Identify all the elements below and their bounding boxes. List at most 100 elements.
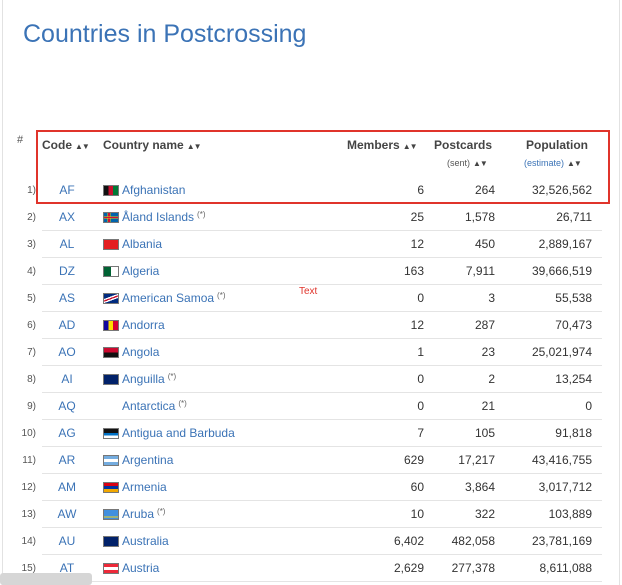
members-count: 60 <box>410 480 424 494</box>
country-name: Aruba <box>122 507 155 521</box>
country-code-link[interactable]: AI <box>61 372 73 386</box>
row-index: 14) <box>21 536 36 547</box>
table-row: 14) AU Australia 6,402 482,058 23,781,169 <box>0 528 622 555</box>
country-name: Afghanistan <box>122 183 186 197</box>
flag-icon <box>103 185 119 196</box>
members-count: 1 <box>417 345 424 359</box>
country-name-link[interactable]: Afghanistan <box>122 183 185 197</box>
row-divider <box>42 284 602 285</box>
row-divider <box>42 527 602 528</box>
postcards-count: 482,058 <box>451 534 495 548</box>
population-estimate-link[interactable]: (estimate) <box>524 158 565 168</box>
population-value: 2,889,167 <box>538 237 592 251</box>
header-country-label: Country name <box>103 138 184 152</box>
table-row: 2) AX Åland Islands (*) 25 1,578 26,711 <box>0 204 622 231</box>
country-name-link[interactable]: Argentina <box>122 453 173 467</box>
table-row: 10) AG Antigua and Barbuda 7 105 91,818 <box>0 420 622 447</box>
table-row: 8) AI Anguilla (*) 0 2 13,254 <box>0 366 622 393</box>
sort-arrows-icon[interactable]: ▲▼ <box>75 142 90 151</box>
country-name: Armenia <box>122 480 167 494</box>
header-postcards-label: Postcards <box>434 138 493 152</box>
country-name-link[interactable]: Anguilla (*) <box>122 372 176 386</box>
row-divider <box>42 554 602 555</box>
sort-arrows-icon[interactable]: ▲▼ <box>186 142 202 151</box>
members-count: 0 <box>417 372 424 386</box>
table-row: 5) AS American Samoa (*) 0 3 55,538 <box>0 285 622 312</box>
country-code-link[interactable]: AT <box>59 561 75 575</box>
sort-arrows-icon[interactable]: ▲▼ <box>567 159 582 168</box>
frame-border-left <box>2 0 3 585</box>
sort-arrows-icon[interactable]: ▲▼ <box>473 159 488 168</box>
country-name-link[interactable]: Austria <box>122 561 159 575</box>
country-code-link[interactable]: AS <box>58 291 75 305</box>
postcards-count: 7,911 <box>465 264 495 278</box>
flag-icon <box>103 563 119 574</box>
index-column-header: # <box>17 134 24 146</box>
postcards-count: 277,378 <box>451 561 495 575</box>
header-country-name[interactable]: Country name ▲▼ <box>103 138 202 152</box>
country-code-link[interactable]: AQ <box>58 399 76 413</box>
flag-icon <box>103 509 119 520</box>
header-postcards-sub[interactable]: (sent) ▲▼ <box>447 158 488 168</box>
table-row: 15) AT Austria 2,629 277,378 8,611,088 <box>0 555 622 582</box>
country-name-link[interactable]: Andorra <box>122 318 165 332</box>
row-divider <box>42 230 602 231</box>
country-code-link[interactable]: DZ <box>59 264 75 278</box>
horizontal-scrollbar[interactable] <box>0 573 92 585</box>
flag-icon <box>103 455 119 466</box>
population-value: 39,666,519 <box>531 264 592 278</box>
frame-border-right <box>619 0 620 585</box>
territory-note-marker: (*) <box>197 210 206 219</box>
country-code-link[interactable]: AM <box>58 480 76 494</box>
population-value: 23,781,169 <box>531 534 592 548</box>
country-code-link[interactable]: AO <box>58 345 76 359</box>
country-name: Australia <box>122 534 169 548</box>
population-value: 25,021,974 <box>531 345 592 359</box>
country-name: Åland Islands <box>122 210 195 224</box>
country-name-link[interactable]: Antigua and Barbuda <box>122 426 235 440</box>
population-value: 8,611,088 <box>539 561 593 575</box>
population-value: 55,538 <box>555 291 592 305</box>
header-code[interactable]: Code ▲▼ <box>42 138 90 152</box>
members-count: 25 <box>410 210 424 224</box>
header-members[interactable]: Members ▲▼ <box>347 138 418 152</box>
population-value: 13,254 <box>555 372 592 386</box>
table-row: 7) AO Angola 1 23 25,021,974 <box>0 339 622 366</box>
flag-icon <box>103 482 119 493</box>
country-code-link[interactable]: AF <box>59 183 75 197</box>
country-name-link[interactable]: Algeria <box>122 264 159 278</box>
country-code-link[interactable]: AR <box>58 453 76 467</box>
country-name: Anguilla <box>122 372 165 386</box>
country-code-link[interactable]: AU <box>58 534 76 548</box>
country-name-link[interactable]: Åland Islands (*) <box>122 210 206 224</box>
header-population-sub[interactable]: (estimate) ▲▼ <box>524 158 582 168</box>
row-index: 6) <box>27 320 36 331</box>
row-index: 13) <box>21 509 36 520</box>
country-name-link[interactable]: Australia <box>122 534 169 548</box>
population-value: 103,889 <box>548 507 592 521</box>
territory-note-marker: (*) <box>217 291 226 300</box>
country-name-link[interactable]: Angola <box>122 345 159 359</box>
country-code-link[interactable]: AD <box>58 318 76 332</box>
row-index: 9) <box>27 401 36 412</box>
territory-note-marker: (*) <box>178 399 187 408</box>
country-name-link[interactable]: Antarctica (*) <box>122 399 187 413</box>
members-count: 10 <box>410 507 424 521</box>
annotation-text: Text <box>299 286 318 297</box>
country-code-link[interactable]: AL <box>59 237 75 251</box>
postcards-count: 322 <box>474 507 495 521</box>
row-divider <box>42 257 602 258</box>
country-name: American Samoa <box>122 291 215 305</box>
country-name-link[interactable]: Aruba (*) <box>122 507 165 521</box>
country-code-link[interactable]: AG <box>58 426 76 440</box>
country-code-link[interactable]: AX <box>58 210 75 224</box>
sort-arrows-icon[interactable]: ▲▼ <box>402 142 418 151</box>
header-code-label: Code <box>42 138 72 152</box>
country-name-link[interactable]: American Samoa (*) <box>122 291 226 305</box>
country-name: Albania <box>122 237 163 251</box>
country-name-link[interactable]: Armenia <box>122 480 167 494</box>
country-name-link[interactable]: Albania <box>122 237 162 251</box>
members-count: 2,629 <box>393 561 424 575</box>
country-code-link[interactable]: AW <box>57 507 77 521</box>
members-count: 629 <box>403 453 424 467</box>
